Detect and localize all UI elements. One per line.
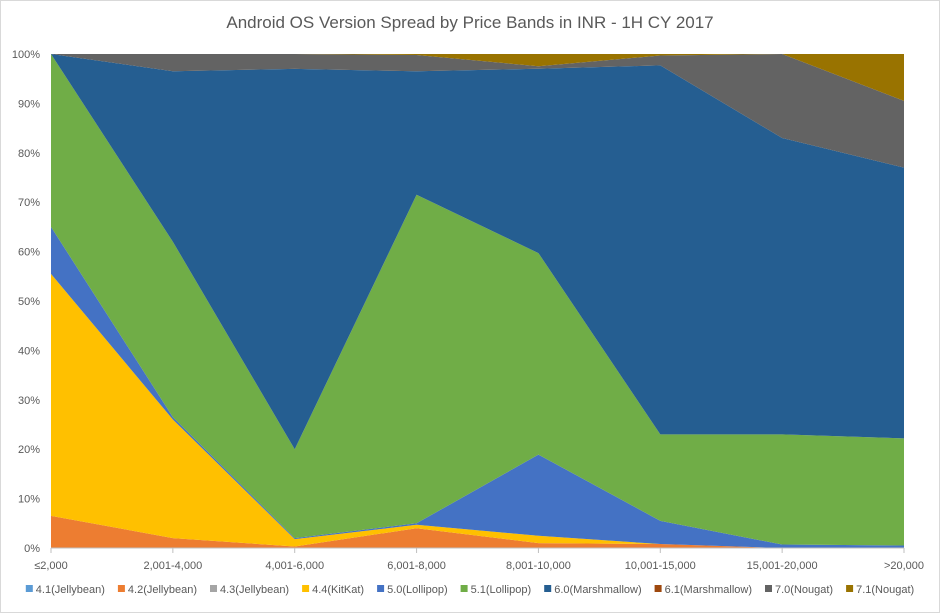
legend-label: 5.0(Lollipop) [387,584,448,596]
y-axis-tick-labels: 0% 10% 20% 30% 40% 50% 60% 70% 80% 90% 100% [12,49,40,555]
y-tick-label: 80% [18,148,40,160]
x-tick-label: ≤2,000 [34,560,68,572]
legend-item: 7.0(Nougat) [765,584,833,596]
series-areas [51,54,904,548]
legend-label: 4.4(KitKat) [312,584,364,596]
legend-label: 6.0(Marshmallow) [554,584,641,596]
y-tick-label: 50% [18,296,40,308]
x-tick-label: 10,001-15,000 [625,560,696,572]
y-tick-label: 0% [24,543,40,555]
legend-item: 4.3(Jellybean) [210,584,289,596]
legend: 4.1(Jellybean) 4.2(Jellybean) 4.3(Jellybea… [25,584,914,596]
area-series-9 [51,54,904,101]
x-tick-label: 2,001-4,000 [143,560,202,572]
area-series-3 [51,273,904,548]
legend-swatch [210,585,217,592]
axes [50,547,905,553]
legend-swatch [846,585,854,592]
area-series-1 [51,515,904,548]
x-tick-label: >20,000 [884,560,924,572]
legend-swatch [544,585,552,592]
x-tick-label: 8,001-10,000 [506,560,571,572]
legend-item: 5.0(Lollipop) [377,584,448,596]
y-tick-label: 20% [18,444,40,456]
legend-item: 4.1(Jellybean) [25,584,105,596]
legend-label: 4.3(Jellybean) [220,584,289,596]
legend-swatch [25,585,33,592]
legend-swatch [377,585,385,592]
y-tick-label: 90% [18,98,40,110]
legend-label: 4.1(Jellybean) [36,584,105,596]
legend-swatch [654,585,662,592]
legend-label: 4.2(Jellybean) [128,584,197,596]
legend-item: 6.0(Marshmallow) [544,584,642,596]
x-axis-tick-labels: ≤2,000 2,001-4,000 4,001-6,000 6,001-8,000 8… [34,560,924,572]
y-tick-label: 10% [18,494,40,506]
legend-swatch [460,585,468,592]
x-tick-label: 6,001-8,000 [387,560,446,572]
area-series-5 [51,54,904,546]
y-tick-label: 60% [18,247,40,259]
y-tick-label: 100% [12,49,40,61]
legend-swatch [302,585,310,592]
legend-item: 7.1(Nougat) [846,584,914,596]
y-tick-label: 70% [18,197,40,209]
legend-label: 7.0(Nougat) [775,584,833,596]
legend-label: 7.1(Nougat) [856,584,914,596]
legend-swatch [117,585,125,592]
y-tick-label: 30% [18,395,40,407]
area-series-8 [51,54,904,168]
legend-label: 5.1(Lollipop) [471,584,532,596]
y-tick-label: 40% [18,345,40,357]
x-tick-label: 4,001-6,000 [265,560,324,572]
legend-item: 4.2(Jellybean) [117,584,197,596]
x-tick-label: 15,001-20,000 [747,560,818,572]
legend-item: 5.1(Lollipop) [460,584,532,596]
area-series-6 [51,54,904,450]
legend-swatch [765,585,772,592]
chart-title: Android OS Version Spread by Price Bands… [226,13,713,32]
legend-label: 6.1(Marshmallow) [665,584,752,596]
legend-item: 6.1(Marshmallow) [654,584,752,596]
legend-item: 4.4(KitKat) [302,584,364,596]
